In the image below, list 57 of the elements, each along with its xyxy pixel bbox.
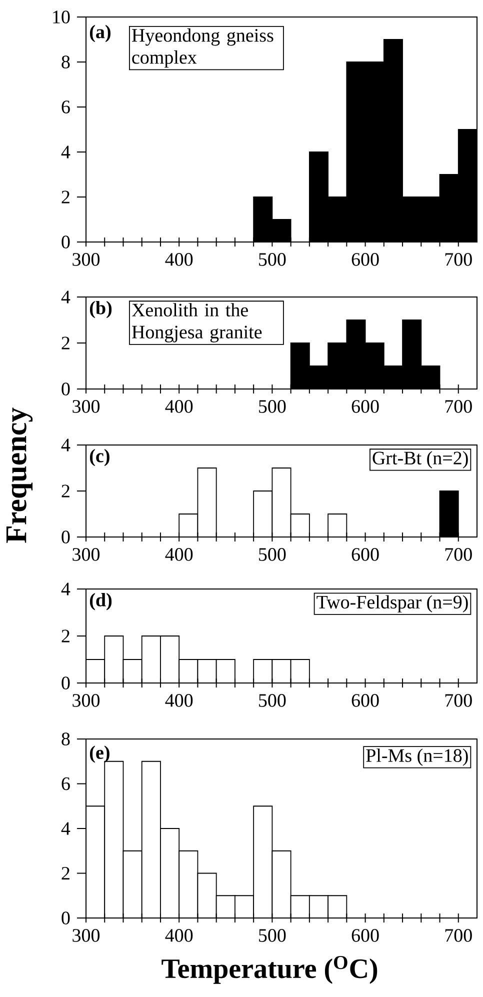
chart-subtitle: Two-Feldspar (n=9) xyxy=(316,595,468,612)
y-tick-label: 0 xyxy=(62,676,70,690)
chart-title: (e) xyxy=(90,746,110,763)
x-axis-title: Temperature ($^{O}$C) xyxy=(162,956,378,984)
x-tick-label: 500 xyxy=(259,929,286,942)
y-tick-label: 2 xyxy=(62,190,70,204)
x-tick-label: 500 xyxy=(259,400,286,413)
y-tick-label: 8 xyxy=(62,56,70,68)
y-tick-label: 4 xyxy=(61,290,70,304)
text: Xenolith in the Hongjesa granite xyxy=(132,303,262,342)
x-tick-label: 600 xyxy=(352,548,379,561)
text: Hyeondong gneiss complex xyxy=(132,28,274,68)
y-tick-label: 0 xyxy=(62,382,70,396)
x-tick-label: 400 xyxy=(165,253,193,266)
x-tick-label: 400 xyxy=(165,694,193,707)
x-tick-label: 600 xyxy=(352,694,379,707)
y-tick-label: 8 xyxy=(62,732,70,746)
y-tick-label: 2 xyxy=(62,630,70,642)
y-tick-label: 0 xyxy=(62,236,70,248)
x-tick-label: 300 xyxy=(72,548,100,561)
x-tick-label: 600 xyxy=(352,253,379,266)
y-tick-label: 6 xyxy=(62,777,70,790)
chart-title: (d) xyxy=(90,593,112,610)
y-tick-label: 2 xyxy=(62,866,70,880)
x-tick-label: 500 xyxy=(259,548,286,561)
x-tick-label: 600 xyxy=(352,929,379,942)
y-tick-label: 4 xyxy=(61,438,70,452)
x-tick-label: 300 xyxy=(72,253,100,266)
x-tick-label: 700 xyxy=(445,253,472,266)
x-tick-label: 700 xyxy=(445,548,472,561)
y-tick-label: 0 xyxy=(62,530,70,544)
x-tick-label: 300 xyxy=(72,694,100,707)
x-tick-label: 700 xyxy=(445,694,472,707)
x-tick-label: 700 xyxy=(445,929,472,942)
chart-title: (b) xyxy=(90,300,112,318)
x-tick-label: 400 xyxy=(165,400,193,413)
y-tick-label: 4 xyxy=(61,146,70,158)
y-tick-label: 4 xyxy=(61,822,70,835)
y-axis-title: Frequency xyxy=(6,408,33,543)
y-tick-label: 4 xyxy=(61,582,70,596)
y-tick-label: 2 xyxy=(62,336,70,350)
x-tick-label: 300 xyxy=(72,400,100,413)
x-tick-label: 300 xyxy=(72,929,100,942)
chart-title: (c) xyxy=(90,448,110,466)
y-tick-label: 6 xyxy=(62,100,70,114)
x-tick-label: 400 xyxy=(165,929,193,942)
x-tick-label: 700 xyxy=(445,400,472,413)
chart-subtitle: Grt-Bt (n=2) xyxy=(372,451,468,468)
chart-title: (a) xyxy=(90,24,110,42)
x-tick-label: 400 xyxy=(165,548,193,561)
x-tick-label: 600 xyxy=(352,400,379,413)
y-tick-label: 2 xyxy=(62,484,70,498)
y-tick-label: 0 xyxy=(62,912,70,924)
chart-subtitle: Pl-Ms (n=18) xyxy=(366,748,468,766)
y-tick-label: 10 xyxy=(53,10,70,24)
x-tick-label: 500 xyxy=(259,253,286,266)
x-tick-label: 500 xyxy=(259,694,286,707)
